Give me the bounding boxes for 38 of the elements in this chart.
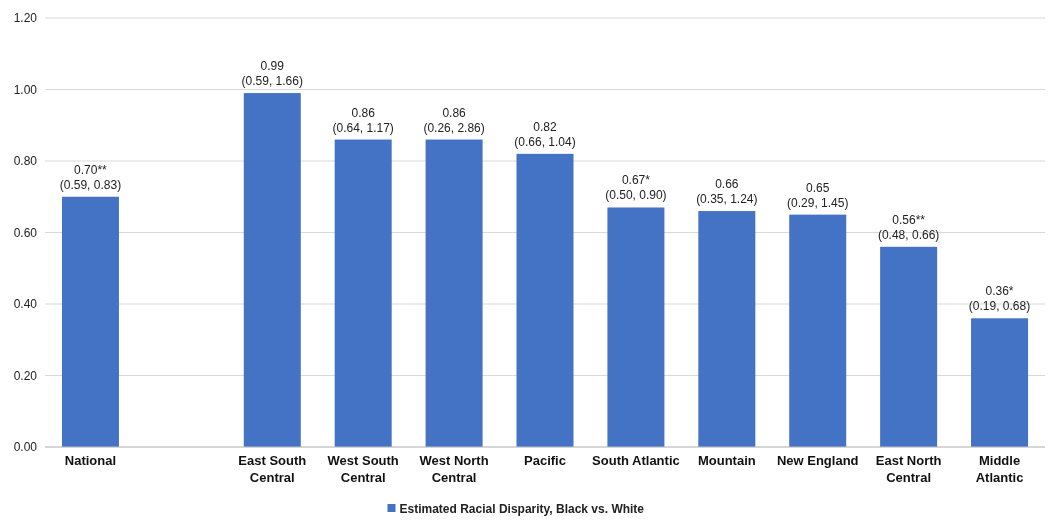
y-tick-label: 0.20 [13,368,38,383]
bar [425,139,483,447]
bar [61,196,119,447]
x-tick-label: East North Central [875,453,942,485]
y-tick-label: 0.00 [13,440,38,455]
y-tick-label: 1.00 [13,82,38,97]
data-label: 0.65 (0.29, 1.45) [787,180,849,210]
bar [880,246,938,447]
data-label: 0.82 (0.66, 1.04) [514,119,576,149]
bar [607,207,665,447]
data-label: 0.86 (0.26, 2.86) [423,105,485,135]
y-tick-label: 0.80 [13,154,38,169]
bar [789,214,847,447]
x-tick-label: West North Central [419,453,489,485]
x-tick-label: National [64,453,117,468]
bar [698,211,756,447]
data-label: 0.99 (0.59, 1.66) [241,59,303,89]
x-tick-label: South Atlantic [592,453,680,468]
y-tick-label: 0.40 [13,297,38,312]
x-tick-label: Middle Atlantic [975,453,1024,485]
bar [971,318,1029,447]
data-label: 0.56** (0.48, 0.66) [877,212,940,242]
bar [334,139,392,447]
legend-label: Estimated Racial Disparity, Black vs. White [399,502,645,516]
data-label: 0.86 (0.64, 1.17) [332,105,394,135]
x-tick-label: Pacific [524,453,566,468]
data-label: 0.67* (0.50, 0.90) [605,173,667,203]
bar [516,153,574,447]
x-tick-label: West South Central [327,453,399,485]
data-label: 0.36* (0.19, 0.68) [968,284,1031,314]
x-tick-label: New England [776,453,859,468]
y-tick-label: 1.20 [13,11,38,26]
bar [243,93,301,447]
x-tick-label: East South Central [238,453,307,485]
data-label: 0.66 (0.35, 1.24) [696,177,758,207]
x-tick-label: Mountain [697,453,756,468]
data-label: 0.70** (0.59, 0.83) [59,162,122,192]
y-tick-label: 0.60 [13,225,38,240]
